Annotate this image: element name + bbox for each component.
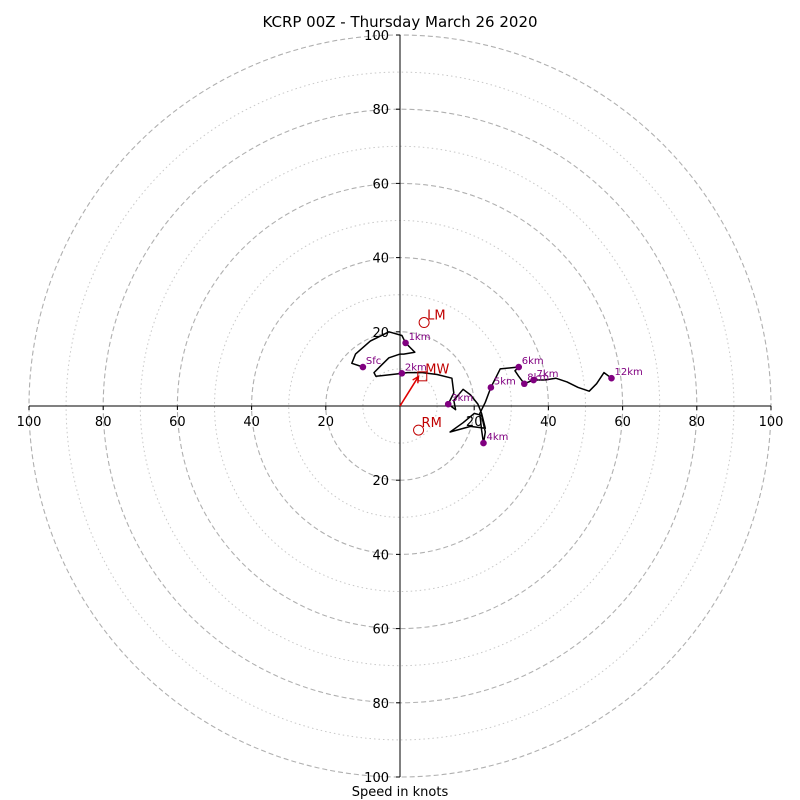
x-tick-label: 60 (169, 415, 186, 430)
height-marker-2km (398, 370, 406, 377)
height-label-1km: 1km (409, 332, 431, 343)
hodograph-trace (351, 331, 612, 444)
y-tick-label: 60 (372, 623, 389, 638)
height-label-5km: 5km (494, 376, 516, 387)
y-tick-label: 100 (364, 29, 389, 44)
storm-motions: LM RM MW (413, 309, 449, 436)
height-marker-4km (480, 439, 487, 447)
x-tick-label: 100 (17, 415, 42, 430)
motion-marker-LM (418, 317, 430, 329)
height-label-3km: 3km (451, 393, 473, 404)
y-tick-label: 80 (372, 103, 389, 118)
height-label-2km: 2km (405, 362, 427, 373)
y-tick-label: 60 (372, 177, 389, 192)
x-tick-label: 40 (243, 415, 260, 430)
height-marker-6km (515, 363, 523, 371)
height-marker-12km (608, 374, 615, 382)
hodograph-line (351, 331, 612, 444)
shear-vector (399, 374, 420, 407)
x-tick-label: 80 (95, 415, 112, 430)
x-tick-label: 40 (540, 415, 557, 430)
height-marker-5km (487, 384, 495, 391)
y-tick-label: 40 (372, 548, 389, 563)
height-label-8km: 8km (527, 373, 549, 384)
height-label-Sfc: Sfc (366, 356, 381, 367)
height-label-4km: 4km (486, 432, 508, 443)
motion-marker-MW (417, 371, 428, 382)
y-tick-label: 100 (364, 771, 389, 786)
x-tick-label: 100 (759, 415, 784, 430)
y-tick-label: 40 (372, 252, 389, 267)
shear-vector-line (399, 375, 420, 407)
height-label-12km: 12km (614, 367, 642, 378)
height-label-6km: 6km (522, 356, 544, 367)
motion-label-MW: MW (425, 362, 449, 377)
height-marker-7km (530, 376, 537, 384)
x-tick-label: 20 (318, 415, 335, 430)
motion-label-LM: LM (427, 309, 445, 324)
motion-marker-RM (413, 424, 425, 436)
motion-label-RM: RM (422, 416, 442, 431)
x-tick-label: 60 (614, 415, 631, 430)
x-tick-label: 80 (689, 415, 706, 430)
height-marker-8km (520, 380, 528, 388)
y-tick-label: 80 (372, 697, 389, 712)
tick-labels: 100 80 60 40 20 20 40 60 80 100100806040202040608… (17, 29, 784, 786)
x-axis-label: Speed in knots (352, 785, 449, 800)
height-label-7km: 7km (537, 369, 559, 380)
height-marker-3km (444, 400, 452, 408)
height-marker-1km (402, 339, 409, 347)
y-tick-label: 20 (372, 474, 389, 489)
height-marker-Sfc (359, 363, 367, 371)
chart-title: KCRP 00Z - Thursday March 26 2020 (262, 13, 537, 31)
y-tick-label: 20 (372, 326, 389, 341)
